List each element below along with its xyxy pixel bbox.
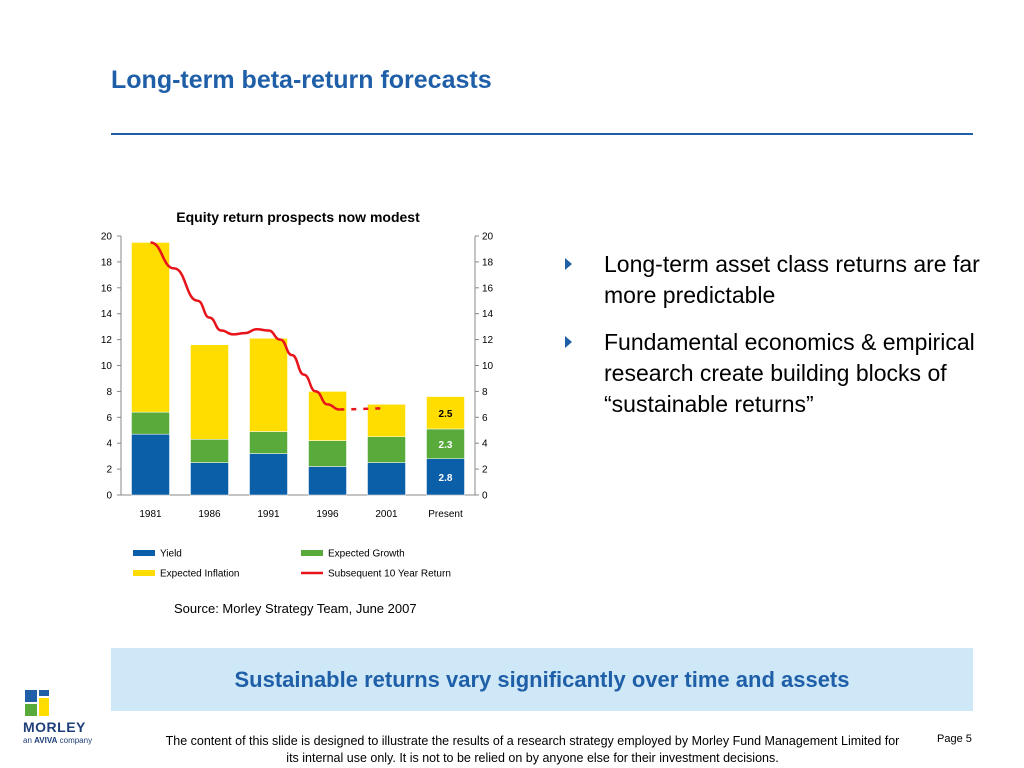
y-tick-label-left: 20	[101, 232, 113, 243]
logo-tagline-prefix: an	[23, 736, 35, 745]
y-tick-label-left: 12	[101, 335, 113, 346]
data-label: 2.5	[439, 409, 453, 420]
line-projected-return	[339, 406, 387, 411]
bar-expected-growth	[249, 431, 288, 454]
bullet-item: Long-term asset class returns are far mo…	[562, 249, 1002, 311]
bar-expected-inflation	[308, 391, 347, 441]
y-tick-label-right: 8	[482, 387, 488, 398]
bullet-text: Fundamental economics & empirical resear…	[604, 329, 975, 417]
bar-expected-inflation	[249, 338, 288, 432]
y-tick-label-left: 0	[106, 491, 112, 502]
x-tick-label: 1981	[139, 509, 162, 520]
logo-mark-block	[25, 704, 37, 716]
logo-tagline-suffix: company	[57, 736, 93, 745]
page-title: Long-term beta-return forecasts	[111, 66, 492, 94]
bar-expected-inflation	[190, 344, 229, 440]
bullet-list: Long-term asset class returns are far mo…	[562, 249, 1002, 436]
y-tick-label-right: 2	[482, 465, 488, 476]
bar-expected-growth	[426, 428, 465, 459]
bar-expected-growth	[190, 439, 229, 463]
x-tick-label: Present	[428, 509, 463, 520]
bullet-text: Long-term asset class returns are far mo…	[604, 251, 980, 308]
logo-mark-block	[39, 690, 49, 696]
logo-wordmark: MORLEY	[23, 719, 86, 735]
y-tick-label-right: 6	[482, 413, 488, 424]
morley-logo: MORLEY an AVIVA company	[23, 690, 113, 750]
disclaimer: The content of this slide is designed to…	[165, 734, 900, 765]
y-tick-label-right: 16	[482, 283, 494, 294]
bar-yield	[308, 466, 347, 496]
chart-source: Source: Morley Strategy Team, June 2007	[174, 601, 417, 616]
x-tick-label: 1996	[316, 509, 339, 520]
bar-expected-inflation	[367, 404, 406, 437]
y-tick-label-left: 4	[106, 439, 112, 450]
y-tick-label-left: 18	[101, 257, 113, 268]
data-label: 2.3	[439, 440, 453, 451]
y-tick-label-right: 4	[482, 439, 488, 450]
logo-tagline-brand: AVIVA	[34, 736, 58, 745]
bar-yield	[426, 458, 465, 496]
bar-yield	[131, 433, 170, 496]
bullet-arrow-icon	[565, 258, 572, 270]
y-tick-label-left: 16	[101, 283, 113, 294]
key-message-banner: Sustainable returns vary significantly o…	[111, 648, 973, 711]
legend-subsequent-return-label: Subsequent 10 Year Return	[328, 569, 451, 580]
bar-yield	[190, 462, 229, 496]
y-tick-label-left: 14	[101, 309, 113, 320]
y-tick-label-left: 8	[106, 387, 112, 398]
legend-expected-inflation-swatch	[133, 570, 155, 576]
bar-expected-inflation	[131, 242, 170, 413]
x-tick-label: 1991	[257, 509, 280, 520]
page-number: Page 5	[937, 733, 972, 745]
x-tick-label: 2001	[375, 509, 398, 520]
y-tick-label-right: 12	[482, 335, 494, 346]
y-tick-label-right: 18	[482, 257, 494, 268]
legend-expected-inflation-label: Expected Inflation	[160, 569, 240, 580]
legend-expected-growth-label: Expected Growth	[328, 549, 405, 560]
y-tick-label-right: 20	[482, 232, 494, 243]
bar-expected-inflation	[426, 396, 465, 430]
logo-mark-block	[39, 698, 49, 716]
bar-expected-growth	[367, 436, 406, 463]
data-label: 2.8	[439, 473, 453, 484]
bar-expected-growth	[308, 440, 347, 467]
bar-yield	[249, 453, 288, 496]
legend-expected-growth-swatch	[301, 550, 323, 556]
legend-yield-label: Yield	[160, 549, 182, 560]
y-tick-label-right: 14	[482, 309, 494, 320]
y-tick-label-left: 2	[106, 465, 112, 476]
line-subsequent-10-year-return	[150, 241, 340, 411]
y-tick-label-left: 6	[106, 413, 112, 424]
logo-mark-icon	[25, 690, 37, 702]
chart-title: Equity return prospects now modest	[176, 209, 420, 225]
x-tick-label: 1986	[198, 509, 221, 520]
y-tick-label-left: 10	[101, 361, 113, 372]
title-divider	[111, 133, 973, 135]
bar-yield	[367, 462, 406, 496]
logo-tagline: an AVIVA company	[23, 736, 92, 745]
bullet-item: Fundamental economics & empirical resear…	[562, 327, 1002, 420]
legend-yield-swatch	[133, 550, 155, 556]
bar-expected-growth	[131, 411, 170, 435]
y-tick-label-right: 10	[482, 361, 494, 372]
y-tick-label-right: 0	[482, 491, 488, 502]
bullet-arrow-icon	[565, 336, 572, 348]
